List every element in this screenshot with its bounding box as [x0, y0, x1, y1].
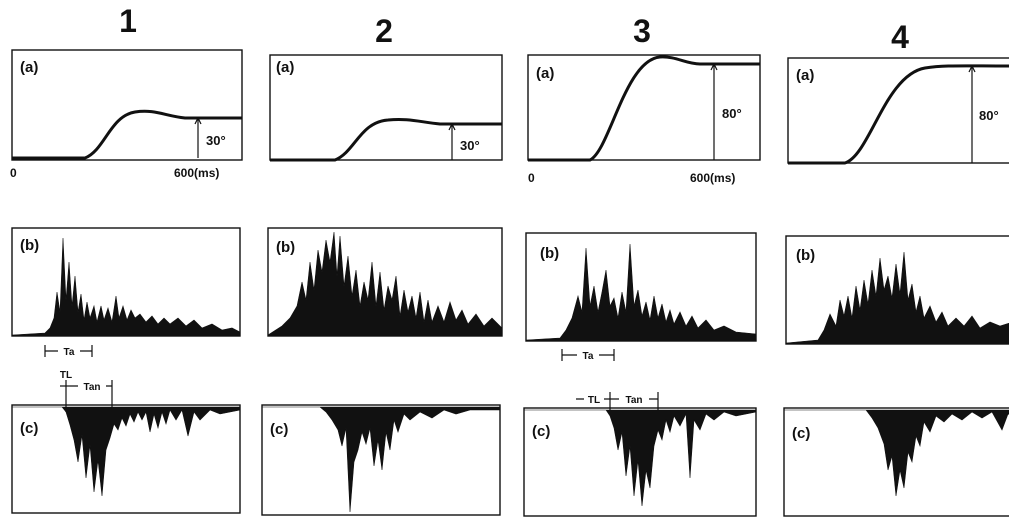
angle-marker-arrow-2 — [448, 122, 456, 131]
panel-a-label-3: (a) — [536, 65, 554, 82]
joint-angle-curve-4 — [788, 64, 1009, 165]
x-axis-zero-1: 0 — [10, 166, 17, 180]
panel-b-label-1: (b) — [20, 237, 39, 254]
column-1: (a) 30° 0 600(ms) (b) Ta TL Tan (c) — [10, 49, 243, 514]
x-axis-end-3: 600(ms) — [690, 171, 735, 185]
x-axis-zero-3: 0 — [528, 171, 535, 185]
angle-label-4: 80° — [979, 108, 999, 123]
column-4: (a) 80° (b) (c) — [783, 57, 1009, 517]
interval-ta-label-1: Ta — [64, 347, 75, 358]
panel-a-label-4: (a) — [796, 67, 814, 84]
panel-c-frame-3 — [523, 407, 757, 517]
panel-b-label-4: (b) — [796, 247, 815, 264]
angle-label-1: 30° — [206, 133, 226, 148]
panel-a-label-1: (a) — [20, 59, 38, 76]
interval-tl-label-3: TL — [588, 395, 600, 406]
angle-marker-arrow-1 — [194, 116, 202, 125]
emg-trace-c-1 — [12, 406, 241, 497]
joint-angle-curve-3 — [528, 55, 760, 162]
column-3: (a) 80° 0 600(ms) (b) Ta TL Tan (c) — [523, 54, 761, 517]
joint-angle-curve-1 — [12, 109, 242, 160]
emg-trace-b-3 — [525, 243, 757, 342]
interval-ta-label-3: Ta — [583, 351, 594, 362]
angle-marker-arrow-3 — [710, 62, 718, 71]
panel-c-label-1: (c) — [20, 420, 38, 437]
emg-trace-c-3 — [524, 409, 757, 507]
emg-trace-c-4 — [784, 409, 1009, 497]
angle-marker-arrow-4 — [968, 64, 976, 73]
column-heading-3: 3 — [633, 13, 651, 49]
panel-c-label-3: (c) — [532, 423, 550, 440]
interval-tl-label-1: TL — [60, 370, 72, 381]
angle-label-3: 80° — [722, 106, 742, 121]
interval-tan-label-3: Tan — [625, 395, 642, 406]
panel-c-frame-2 — [261, 404, 501, 516]
column-heading-2: 2 — [375, 13, 393, 49]
emg-trace-b-1 — [11, 237, 241, 337]
panel-c-frame-4 — [783, 407, 1009, 517]
panel-b-label-3: (b) — [540, 245, 559, 262]
panel-a-frame-4 — [787, 57, 1009, 164]
panel-a-frame-2 — [269, 54, 503, 161]
column-heading-1: 1 — [119, 3, 137, 39]
emg-trace-b-4 — [785, 251, 1009, 345]
panel-c-label-2: (c) — [270, 421, 288, 438]
panel-b-label-2: (b) — [276, 239, 295, 256]
interval-tan-label-1: Tan — [83, 382, 100, 393]
column-2: (a) 30° (b) (c) — [261, 54, 503, 516]
angle-label-2: 30° — [460, 138, 480, 153]
panel-a-frame-3 — [527, 54, 761, 161]
panel-a-frame-1 — [11, 49, 243, 161]
panel-c-label-4: (c) — [792, 425, 810, 442]
emg-trace-c-2 — [262, 406, 501, 513]
x-axis-end-1: 600(ms) — [174, 166, 219, 180]
emg-trace-b-2 — [267, 231, 503, 337]
column-heading-4: 4 — [891, 19, 909, 55]
panel-a-label-2: (a) — [276, 59, 294, 76]
panel-c-frame-1 — [11, 404, 241, 514]
joint-angle-curve-2 — [270, 118, 502, 162]
